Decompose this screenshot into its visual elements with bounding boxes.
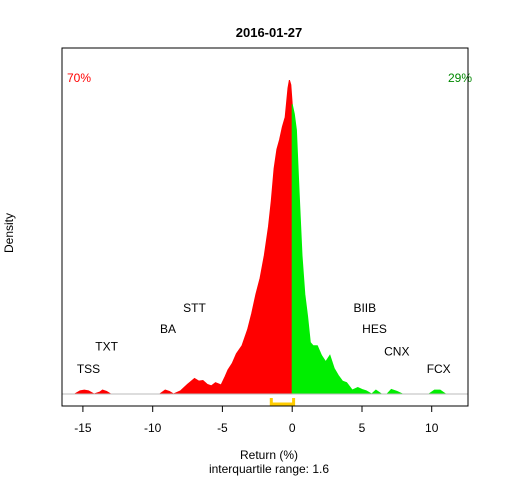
- x-axis-label: Return (%): [240, 448, 298, 462]
- ticker-label: BA: [160, 322, 176, 336]
- negative-share-label: 70%: [67, 71, 91, 85]
- negative-density-area: [69, 79, 293, 395]
- x-axis: -15 -10 -5 0 5 10: [74, 405, 439, 435]
- ticker-label: TXT: [95, 340, 118, 354]
- ticker-label: BIIB: [353, 301, 376, 315]
- iqr-bracket: [269, 398, 296, 406]
- x-tick-label: 10: [425, 421, 439, 435]
- x-tick-label: 5: [359, 421, 366, 435]
- plot-box: [61, 47, 469, 407]
- x-tick-label: 0: [289, 421, 296, 435]
- x-tick-label: -10: [144, 421, 162, 435]
- positive-share-label: 29%: [448, 71, 472, 85]
- x-tick-label: -5: [217, 421, 228, 435]
- chart-title: 2016-01-27: [236, 25, 303, 40]
- ticker-label: HES: [362, 322, 387, 336]
- iqr-subtitle: interquartile range: 1.6: [209, 462, 329, 476]
- x-tick-label: -15: [74, 421, 92, 435]
- y-axis-label: Density: [2, 213, 16, 253]
- ticker-label: CNX: [384, 344, 409, 358]
- iqr-bracket-mark: [269, 398, 296, 406]
- ticker-label: FCX: [427, 362, 451, 376]
- ticker-label: STT: [183, 301, 206, 315]
- positive-density-area: [291, 104, 460, 395]
- ticker-label: TSS: [77, 362, 100, 376]
- ticker-labels: TSS TXT BA STT BIIB HES CNX FCX: [77, 301, 451, 376]
